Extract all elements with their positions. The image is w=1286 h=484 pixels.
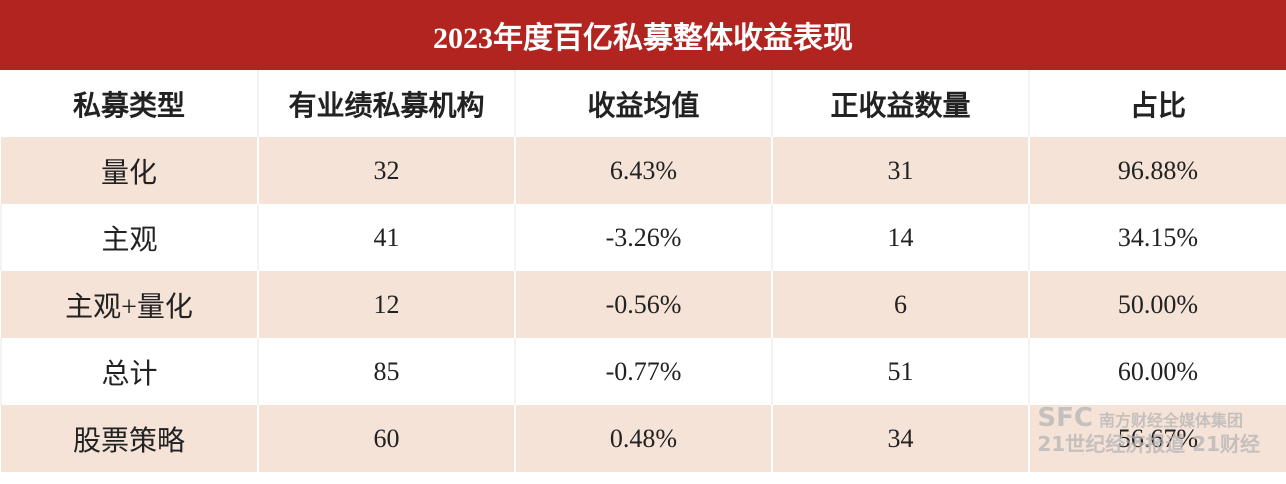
- watermark: SFC 南方财经全媒体集团 21世纪经济报道 21财经: [1037, 404, 1260, 455]
- table-cell: 34.15%: [1028, 204, 1286, 271]
- row-label: 主观: [0, 204, 258, 271]
- table-row: 主观 41 -3.26% 14 34.15%: [0, 204, 1286, 271]
- table-row: 主观+量化 12 -0.56% 6 50.00%: [1, 271, 1286, 338]
- row-label: 量化: [1, 137, 258, 204]
- table-cell: 32: [257, 137, 515, 204]
- row-label: 总计: [0, 338, 258, 405]
- column-header: 正收益数量: [771, 70, 1029, 137]
- table-cell: -0.56%: [514, 271, 772, 338]
- column-header: 收益均值: [514, 70, 772, 137]
- table-cell: 51: [771, 338, 1029, 405]
- table-cell: 0.48%: [514, 405, 772, 472]
- header-row: 私募类型 有业绩私募机构 收益均值 正收益数量 占比: [1, 70, 1286, 137]
- column-header: 有业绩私募机构: [257, 70, 515, 137]
- column-header: 私募类型: [1, 70, 258, 137]
- table-cell: 41: [257, 204, 515, 271]
- table-cell: 50.00%: [1028, 271, 1286, 338]
- table-cell: -3.26%: [514, 204, 772, 271]
- table-title: 2023年度百亿私募整体收益表现: [0, 0, 1286, 70]
- watermark-logo: SFC: [1037, 403, 1093, 433]
- row-label: 股票策略: [1, 405, 258, 472]
- table-cell: 31: [771, 137, 1029, 204]
- table-cell: -0.77%: [514, 338, 772, 405]
- row-label: 主观+量化: [1, 271, 258, 338]
- table-cell: 12: [257, 271, 515, 338]
- table-cell: 14: [771, 204, 1029, 271]
- table-row: 股票策略 60 0.48% 34 56.67%: [1, 405, 1286, 472]
- table-cell: 6.43%: [514, 137, 772, 204]
- table-cell: 6: [771, 271, 1029, 338]
- table-head: 私募类型 有业绩私募机构 收益均值 正收益数量 占比: [1, 70, 1286, 137]
- table-cell: 96.88%: [1028, 137, 1286, 204]
- table-cell: 60.00%: [1028, 338, 1286, 405]
- table-body: 量化 32 6.43% 31 96.88% 主观 41 -3.26% 14 34.15% 主观+量化…: [0, 137, 1286, 472]
- watermark-brands: 21世纪经济报道 21财经: [1037, 431, 1260, 456]
- table-cell: 60: [257, 405, 515, 472]
- column-header: 占比: [1028, 70, 1286, 137]
- data-table: 私募类型 有业绩私募机构 收益均值 正收益数量 占比 量化 32 6.43% 31 96.88%…: [0, 70, 1286, 472]
- table-cell: 34: [771, 405, 1029, 472]
- table-cell: 56.67%: [1028, 405, 1286, 472]
- table-row: 总计 85 -0.77% 51 60.00%: [0, 338, 1286, 405]
- watermark-group: 南方财经全媒体集团: [1098, 411, 1243, 430]
- table-row: 量化 32 6.43% 31 96.88%: [1, 137, 1286, 204]
- table-cell: 85: [257, 338, 515, 405]
